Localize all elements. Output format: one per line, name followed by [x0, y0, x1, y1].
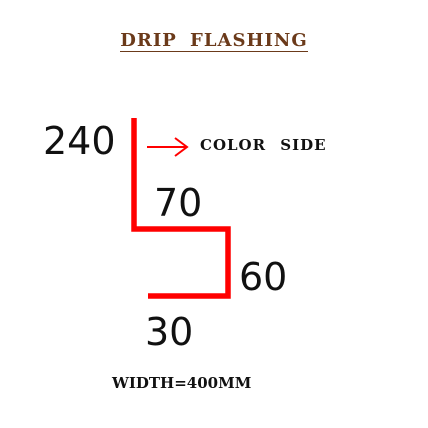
color-side-arrow: [147, 137, 189, 157]
dimension-30: 30: [145, 310, 194, 354]
dimension-60: 60: [239, 255, 288, 299]
flashing-profile-line: [131, 118, 231, 299]
dimension-70: 70: [154, 181, 203, 225]
drawing-title: DRIP FLASHING: [0, 30, 428, 52]
drawing-title-text: DRIP FLASHING: [120, 30, 308, 52]
dimension-240: 240: [43, 119, 116, 163]
color-side-label: COLOR SIDE: [200, 136, 327, 154]
width-label: WIDTH=400MM: [112, 374, 252, 392]
